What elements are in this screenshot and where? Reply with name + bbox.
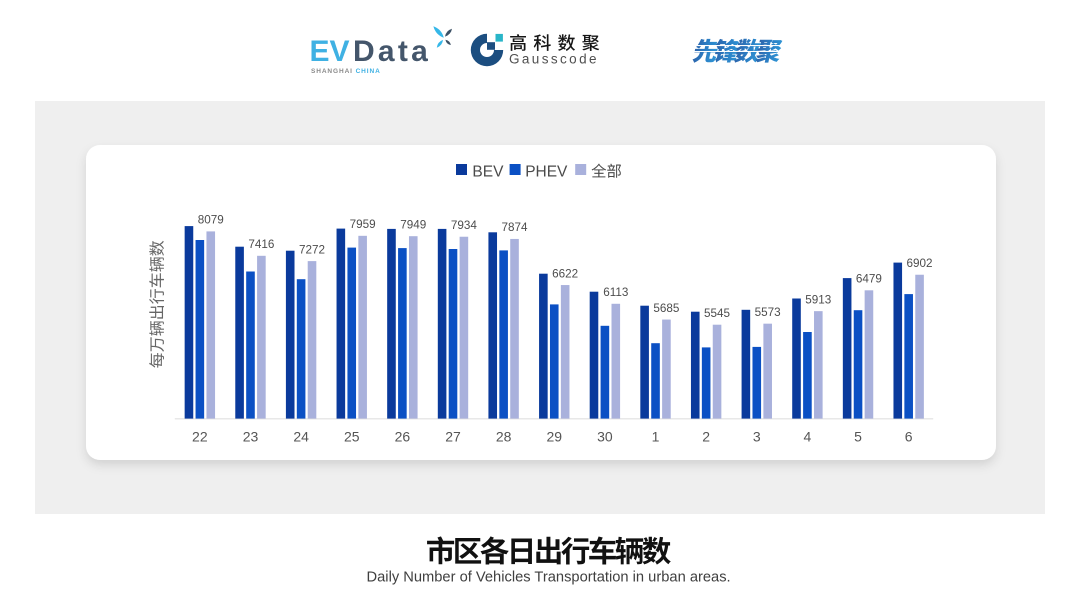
svg-text:6902: 6902 (907, 257, 933, 270)
svg-text:SHANGHAI CHINA: SHANGHAI CHINA (311, 68, 381, 75)
svg-text:5573: 5573 (755, 306, 781, 319)
svg-text:1: 1 (652, 429, 660, 445)
svg-text:6: 6 (905, 429, 913, 445)
svg-text:28: 28 (496, 429, 512, 445)
svg-text:5913: 5913 (805, 293, 831, 306)
svg-text:6113: 6113 (603, 286, 628, 299)
svg-text:Gausscode: Gausscode (509, 52, 599, 67)
svg-text:EV: EV (310, 35, 350, 68)
svg-text:7934: 7934 (451, 219, 478, 232)
svg-text:BEV: BEV (472, 163, 504, 180)
svg-text:29: 29 (546, 429, 562, 445)
svg-text:5685: 5685 (653, 302, 680, 315)
svg-text:30: 30 (597, 429, 613, 445)
svg-text:Daily Number of Vehicles Trans: Daily Number of Vehicles Transportation … (367, 570, 731, 586)
svg-text:22: 22 (192, 429, 208, 445)
svg-text:24: 24 (293, 429, 309, 445)
svg-text:3: 3 (753, 429, 761, 445)
svg-text:6479: 6479 (856, 273, 882, 286)
svg-text:5545: 5545 (704, 307, 731, 320)
svg-text:PHEV: PHEV (525, 163, 568, 180)
svg-text:2: 2 (702, 429, 710, 445)
svg-text:6622: 6622 (552, 267, 578, 280)
svg-text:27: 27 (445, 429, 461, 445)
svg-text:7416: 7416 (248, 238, 274, 251)
svg-text:5: 5 (854, 429, 862, 445)
svg-text:Data: Data (353, 35, 431, 68)
svg-text:7874: 7874 (502, 221, 529, 234)
svg-text:8079: 8079 (198, 214, 224, 227)
svg-text:4: 4 (804, 429, 812, 445)
svg-text:7272: 7272 (299, 243, 325, 256)
svg-text:7959: 7959 (350, 218, 376, 231)
svg-text:25: 25 (344, 429, 360, 445)
svg-text:26: 26 (395, 429, 411, 445)
svg-text:23: 23 (243, 429, 259, 445)
svg-text:7949: 7949 (400, 218, 426, 231)
